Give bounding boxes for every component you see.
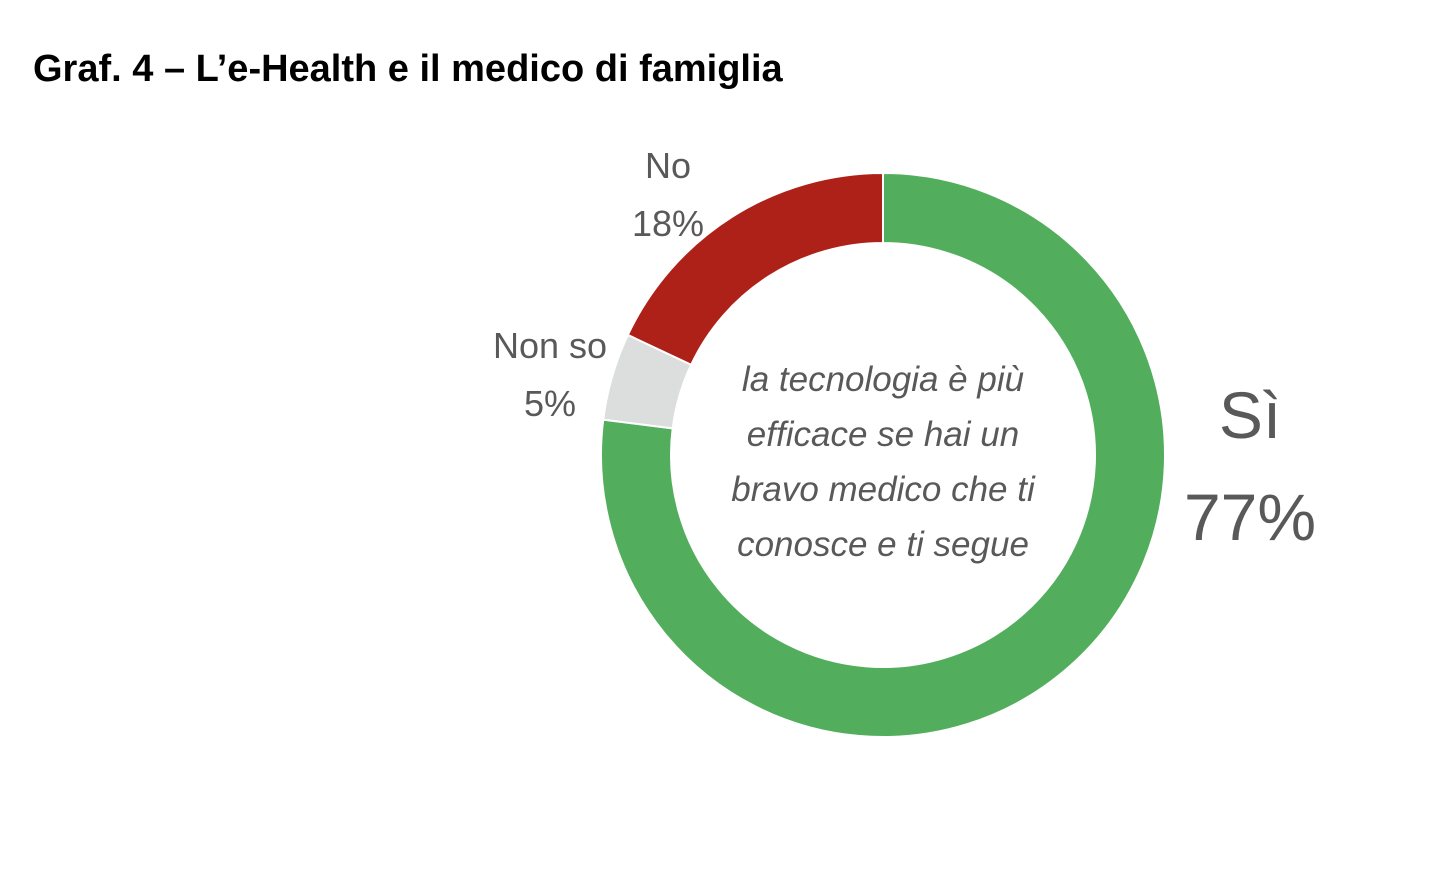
center-text-line: la tecnologia è più (742, 360, 1024, 399)
center-text-line: conosce e ti segue (737, 525, 1029, 564)
slice-value-label: 18% (632, 203, 704, 244)
slice-no (626, 171, 884, 367)
chart-title: Graf. 4 – L’e-Health e il medico di fami… (33, 48, 783, 90)
slice-label: Non so (493, 325, 607, 366)
slice-s (600, 171, 1166, 738)
slice-value-label: 5% (524, 383, 576, 424)
slice-value-label: 77% (1184, 480, 1316, 554)
slice-label: Sì (1219, 378, 1281, 452)
center-text-line: efficace se hai un (747, 415, 1019, 454)
slice-label: No (645, 145, 691, 186)
center-text-line: bravo medico che ti (731, 470, 1036, 509)
center-text: la tecnologia è più efficace se hai un bra… (731, 360, 1036, 564)
